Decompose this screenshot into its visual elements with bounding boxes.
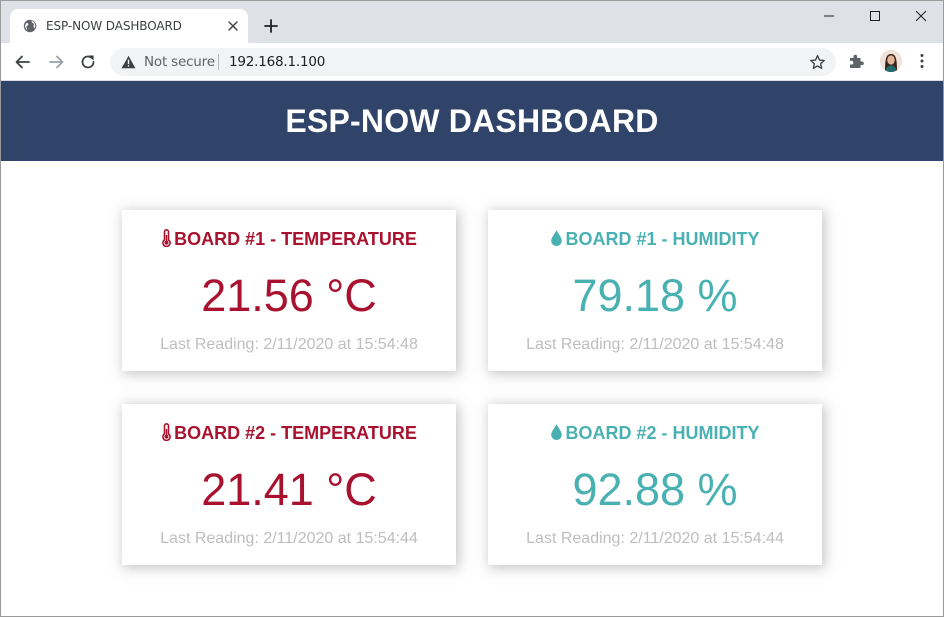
globe-icon [23,19,37,33]
maximize-button[interactable] [852,1,898,31]
minimize-button[interactable] [806,1,852,31]
page-header: ESP-NOW DASHBOARD [1,81,943,161]
url-text[interactable]: 192.168.1.100 [229,54,326,70]
forward-arrow-icon[interactable] [46,52,66,72]
card-title: BOARD #1 - HUMIDITY [488,229,822,250]
card-last-reading: Last Reading: 2/11/2020 at 15:54:44 [160,530,418,547]
back-arrow-icon[interactable] [13,52,33,72]
browser-tab[interactable]: ESP-NOW DASHBOARD [10,9,248,43]
card-last-reading: Last Reading: 2/11/2020 at 15:54:48 [526,336,784,353]
browser-toolbar: Not secure 192.168.1.100 [1,43,943,81]
card-title: BOARD #1 - TEMPERATURE [122,229,456,250]
card-value: 92.88 % [572,464,738,515]
minimize-icon [824,15,834,17]
page-content: ESP-NOW DASHBOARD BOARD #1 - TEMPERATURE… [1,81,943,616]
thermometer-icon [162,229,172,247]
address-bar[interactable]: Not secure 192.168.1.100 [110,48,836,76]
card-title: BOARD #2 - HUMIDITY [488,423,822,444]
maximize-icon [870,11,880,21]
thermometer-icon [162,423,172,441]
card-last-reading: Last Reading: 2/11/2020 at 15:54:48 [160,336,418,353]
close-icon [915,10,927,22]
card-title-text: BOARD #1 - HUMIDITY [565,229,760,249]
menu-kebab-icon[interactable] [913,52,931,70]
card-title-text: BOARD #2 - HUMIDITY [565,423,760,443]
card-value: 21.56 °C [201,270,377,321]
card-board2-temperature: BOARD #2 - TEMPERATURE 21.41 °C Last Rea… [122,404,456,565]
card-board2-humidity: BOARD #2 - HUMIDITY 92.88 % Last Reading… [488,404,822,565]
extensions-puzzle-icon[interactable] [847,52,865,70]
address-divider [218,54,219,70]
close-tab-icon[interactable] [226,19,240,33]
security-status[interactable]: Not secure [144,54,215,70]
warning-icon[interactable] [121,55,136,69]
card-title: BOARD #2 - TEMPERATURE [122,423,456,444]
card-board1-temperature: BOARD #1 - TEMPERATURE 21.56 °C Last Rea… [122,210,456,371]
card-last-reading: Last Reading: 2/11/2020 at 15:54:44 [526,530,784,547]
card-board1-humidity: BOARD #1 - HUMIDITY 79.18 % Last Reading… [488,210,822,371]
tab-strip: ESP-NOW DASHBOARD [1,1,943,43]
avatar-image [880,50,902,72]
star-icon[interactable] [809,54,826,71]
card-title-text: BOARD #2 - TEMPERATURE [174,423,417,443]
reload-icon[interactable] [78,52,98,72]
profile-avatar[interactable] [880,50,902,72]
card-value: 21.41 °C [201,464,377,515]
new-tab-icon[interactable] [262,17,280,35]
droplet-icon [551,230,563,247]
close-window-button[interactable] [898,1,943,31]
tab-title: ESP-NOW DASHBOARD [46,19,182,33]
card-value: 79.18 % [572,270,738,321]
page-title: ESP-NOW DASHBOARD [285,102,659,139]
card-title-text: BOARD #1 - TEMPERATURE [174,229,417,249]
droplet-icon [551,424,563,441]
